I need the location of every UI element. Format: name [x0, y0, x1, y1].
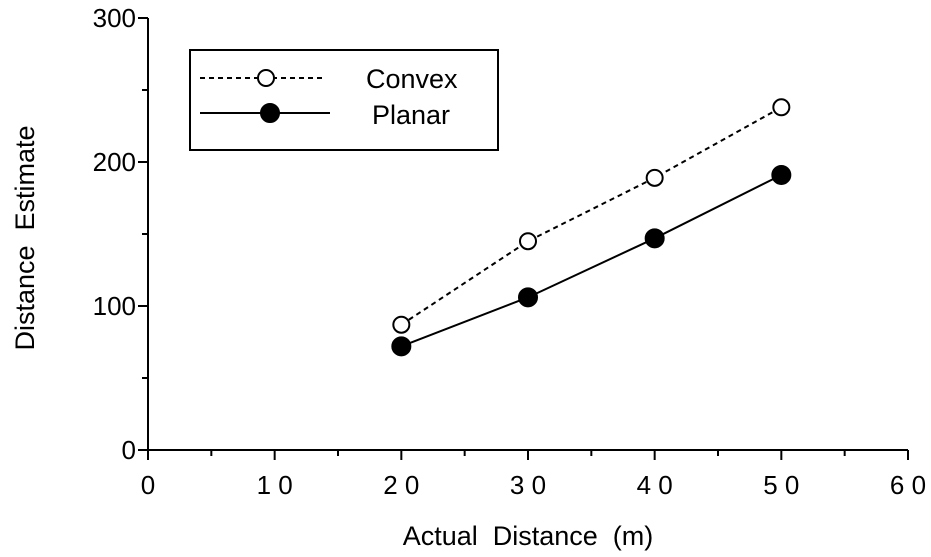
- y-axis-title: Distance Estimate: [10, 125, 40, 350]
- convex-series-line: [400, 106, 782, 326]
- axis-ticks: 0 1 0 2 0 3 0 4 0 5 0 6 0 0 100 200 300: [93, 3, 926, 500]
- convex-point: [392, 315, 411, 334]
- legend: Convex Planar: [189, 49, 499, 151]
- planar-series-line: [400, 174, 782, 348]
- y-tick-label: 100: [93, 291, 136, 321]
- x-axis-title: Actual Distance (m): [403, 521, 654, 551]
- legend-planar-label: Planar: [372, 100, 450, 130]
- x-tick-label: 0: [141, 470, 155, 500]
- convex-point: [519, 232, 537, 251]
- y-tick-label: 0: [122, 435, 136, 465]
- y-tick-label: 300: [93, 3, 136, 33]
- x-tick-label: 4 0: [637, 470, 673, 500]
- legend-convex-label: Convex: [366, 64, 458, 94]
- legend-convex-marker: [257, 69, 275, 87]
- planar-point: [771, 164, 792, 185]
- convex-point: [645, 168, 664, 187]
- series-layer: [391, 98, 792, 357]
- legend-box: [189, 49, 499, 151]
- x-tick-label: 3 0: [510, 470, 546, 500]
- planar-point: [518, 287, 538, 308]
- planar-point: [644, 228, 665, 249]
- x-tick-label: 1 0: [257, 470, 293, 500]
- y-tick-label: 200: [93, 147, 136, 177]
- planar-point: [391, 336, 412, 357]
- x-tick-label: 6 0: [890, 470, 926, 500]
- x-tick-label: 2 0: [383, 470, 419, 500]
- legend-planar-marker: [260, 103, 280, 123]
- convex-point: [772, 98, 791, 117]
- x-tick-label: 5 0: [763, 470, 799, 500]
